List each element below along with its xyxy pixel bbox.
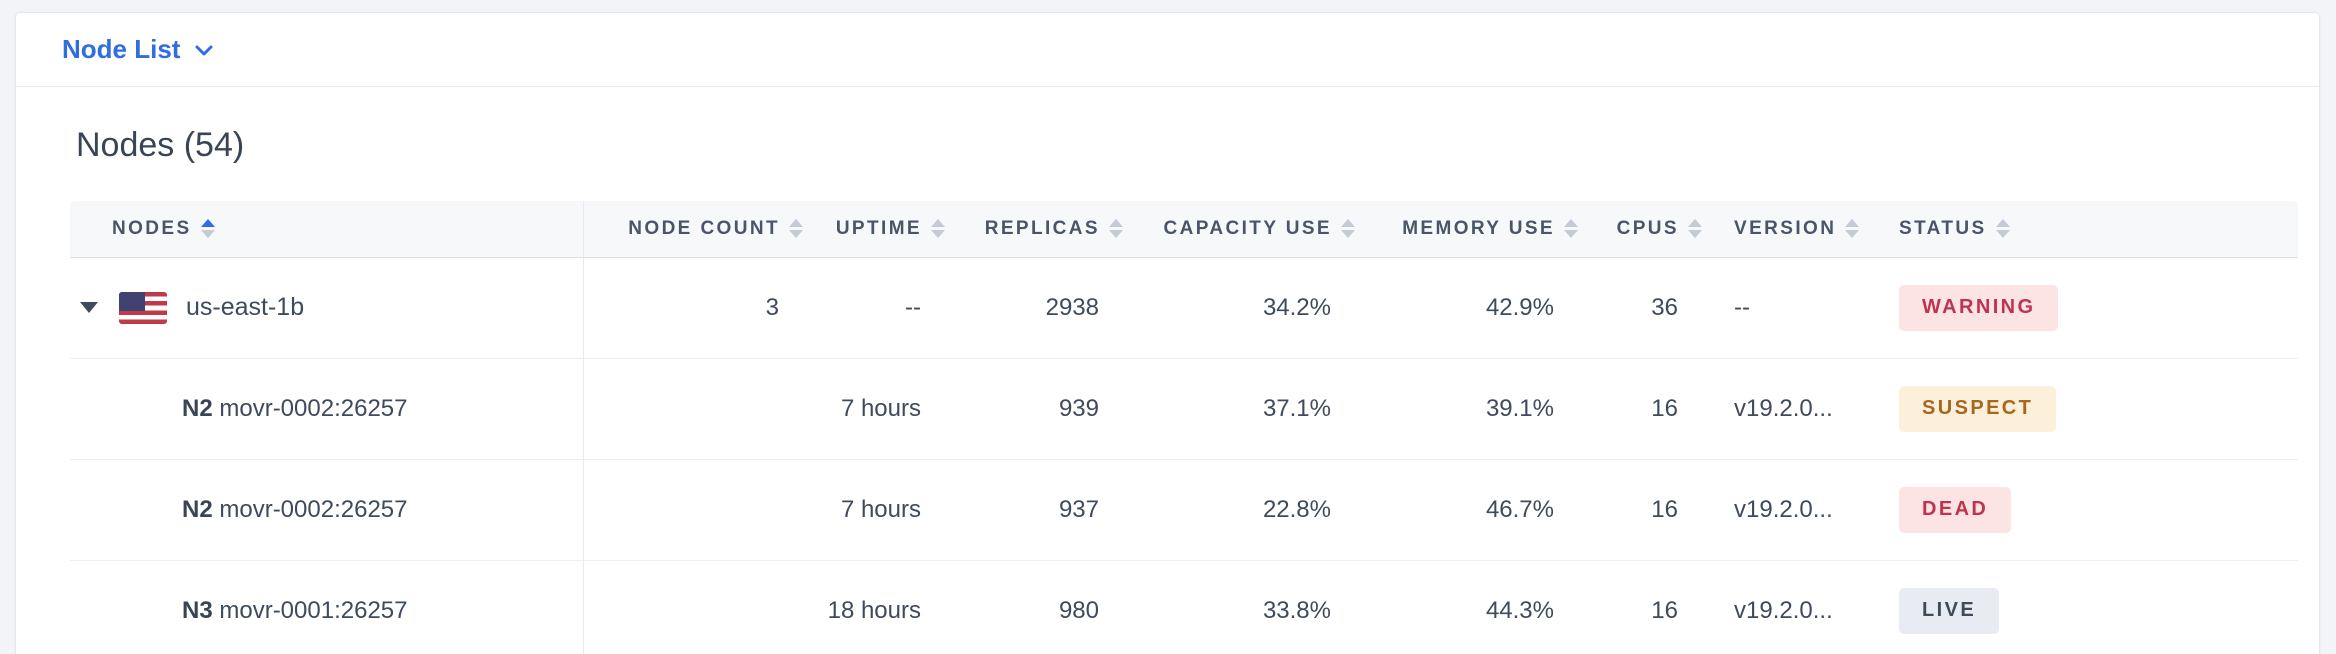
table-header-row: NODES NODE COUNT UPTIM — [70, 201, 2298, 258]
column-header-cpus[interactable]: CPUS — [1578, 201, 1702, 258]
version-cell: v19.2.0... — [1702, 458, 1865, 560]
replicas-cell: 2938 — [1045, 293, 1099, 321]
table-row-node: N2 movr-0002:26257 7 hours 939 37.1% 39.… — [70, 357, 2298, 459]
node-link[interactable]: N2 movr-0002:26257 — [70, 395, 583, 423]
memory-use-cell: 42.9% — [1485, 293, 1554, 321]
status-badge: SUSPECT — [1899, 385, 2057, 432]
memory-use-cell: 46.7% — [1355, 458, 1578, 560]
cpus-cell: 16 — [1578, 357, 1702, 459]
memory-use-cell: 39.1% — [1355, 357, 1578, 459]
us-flag-icon — [119, 291, 167, 324]
cpus-cell: 16 — [1578, 559, 1702, 654]
column-label: CAPACITY USE — [1163, 217, 1332, 239]
column-header-uptime[interactable]: UPTIME — [803, 201, 945, 258]
status-badge: DEAD — [1899, 486, 2012, 533]
capacity-use-cell: 22.8% — [1123, 458, 1355, 560]
node-list-card: Node List Nodes (54) NOD — [15, 12, 2320, 654]
column-label: UPTIME — [835, 217, 922, 239]
column-header-memory-use[interactable]: MEMORY USE — [1355, 201, 1578, 258]
column-label: VERSION — [1734, 217, 1837, 239]
nodes-table: NODES NODE COUNT UPTIM — [70, 201, 2298, 654]
uptime-cell: 7 hours — [803, 458, 945, 560]
column-header-status[interactable]: STATUS — [1865, 201, 2298, 258]
node-name-cell: N2 movr-0002:26257 — [70, 357, 584, 459]
uptime-cell: -- — [905, 293, 921, 321]
column-header-version[interactable]: VERSION — [1702, 201, 1865, 258]
node-count-cell: 3 — [765, 293, 779, 321]
node-link[interactable]: N3 movr-0001:26257 — [70, 597, 583, 625]
status-badge: LIVE — [1899, 587, 2000, 634]
node-count-cell — [583, 458, 803, 560]
sort-icon — [1995, 219, 2010, 239]
status-badge: WARNING — [1899, 284, 2059, 331]
node-count-cell — [583, 559, 803, 654]
column-header-replicas[interactable]: REPLICAS — [945, 201, 1123, 258]
column-label: REPLICAS — [984, 217, 1100, 239]
node-name-cell: N3 movr-0001:26257 — [70, 559, 584, 654]
column-header-node-count[interactable]: NODE COUNT — [583, 201, 803, 258]
node-id: N2 — [182, 495, 213, 523]
capacity-use-cell: 37.1% — [1123, 357, 1355, 459]
collapse-caret-icon[interactable] — [80, 302, 98, 313]
page-topbar: Node List — [16, 13, 2319, 87]
capacity-use-cell: 34.2% — [1262, 293, 1331, 321]
column-header-nodes[interactable]: NODES — [70, 201, 584, 258]
uptime-cell: 18 hours — [803, 559, 945, 654]
replicas-cell: 980 — [945, 559, 1123, 654]
table-row-region: us-east-1b 3 -- 2938 34.2% 42.9% 36 -- W… — [70, 257, 2298, 358]
column-label: NODES — [112, 217, 192, 239]
node-address: movr-0002:26257 — [219, 394, 408, 422]
column-header-capacity-use[interactable]: CAPACITY USE — [1123, 201, 1355, 258]
node-id: N3 — [182, 596, 213, 624]
region-name-cell: us-east-1b — [70, 257, 584, 358]
status-cell: WARNING — [1865, 257, 2298, 358]
node-name-cell: N2 movr-0002:26257 — [70, 458, 584, 560]
sort-icon — [1845, 219, 1860, 239]
column-label: NODE COUNT — [628, 217, 780, 239]
column-label: STATUS — [1899, 217, 1987, 239]
version-cell: v19.2.0... — [1702, 357, 1865, 459]
version-cell: -- — [1734, 293, 1750, 321]
cpus-cell: 36 — [1651, 293, 1678, 321]
node-count-cell — [583, 357, 803, 459]
status-cell: SUSPECT — [1865, 357, 2298, 459]
status-cell: DEAD — [1865, 458, 2298, 560]
column-label: CPUS — [1616, 217, 1679, 239]
page-title: Nodes (54) — [76, 126, 245, 164]
node-id: N2 — [182, 394, 213, 422]
sort-icon — [200, 219, 215, 239]
version-cell: v19.2.0... — [1702, 559, 1865, 654]
node-address: movr-0002:26257 — [219, 495, 408, 523]
table-row-node: N2 movr-0002:26257 7 hours 937 22.8% 46.… — [70, 458, 2298, 560]
uptime-cell: 7 hours — [803, 357, 945, 459]
replicas-cell: 939 — [945, 357, 1123, 459]
status-cell: LIVE — [1865, 559, 2298, 654]
sort-icon — [1564, 219, 1578, 239]
memory-use-cell: 44.3% — [1355, 559, 1578, 654]
column-label: MEMORY USE — [1402, 217, 1555, 239]
sort-icon — [789, 219, 803, 239]
chevron-down-icon — [195, 45, 213, 55]
node-list-dropdown-label: Node List — [62, 34, 181, 64]
sort-icon — [1341, 219, 1355, 239]
table-row-node: N3 movr-0001:26257 18 hours 980 33.8% 44… — [70, 559, 2298, 654]
node-list-dropdown[interactable]: Node List — [62, 34, 215, 65]
sort-icon — [931, 219, 945, 239]
cpus-cell: 16 — [1578, 458, 1702, 560]
sort-icon — [1109, 219, 1123, 239]
page-content: Nodes (54) NODES — [16, 127, 2319, 654]
replicas-cell: 937 — [945, 458, 1123, 560]
node-address: movr-0001:26257 — [219, 596, 408, 624]
capacity-use-cell: 33.8% — [1123, 559, 1355, 654]
node-link[interactable]: N2 movr-0002:26257 — [70, 496, 583, 524]
region-name: us-east-1b — [186, 293, 305, 321]
sort-icon — [1688, 219, 1702, 239]
